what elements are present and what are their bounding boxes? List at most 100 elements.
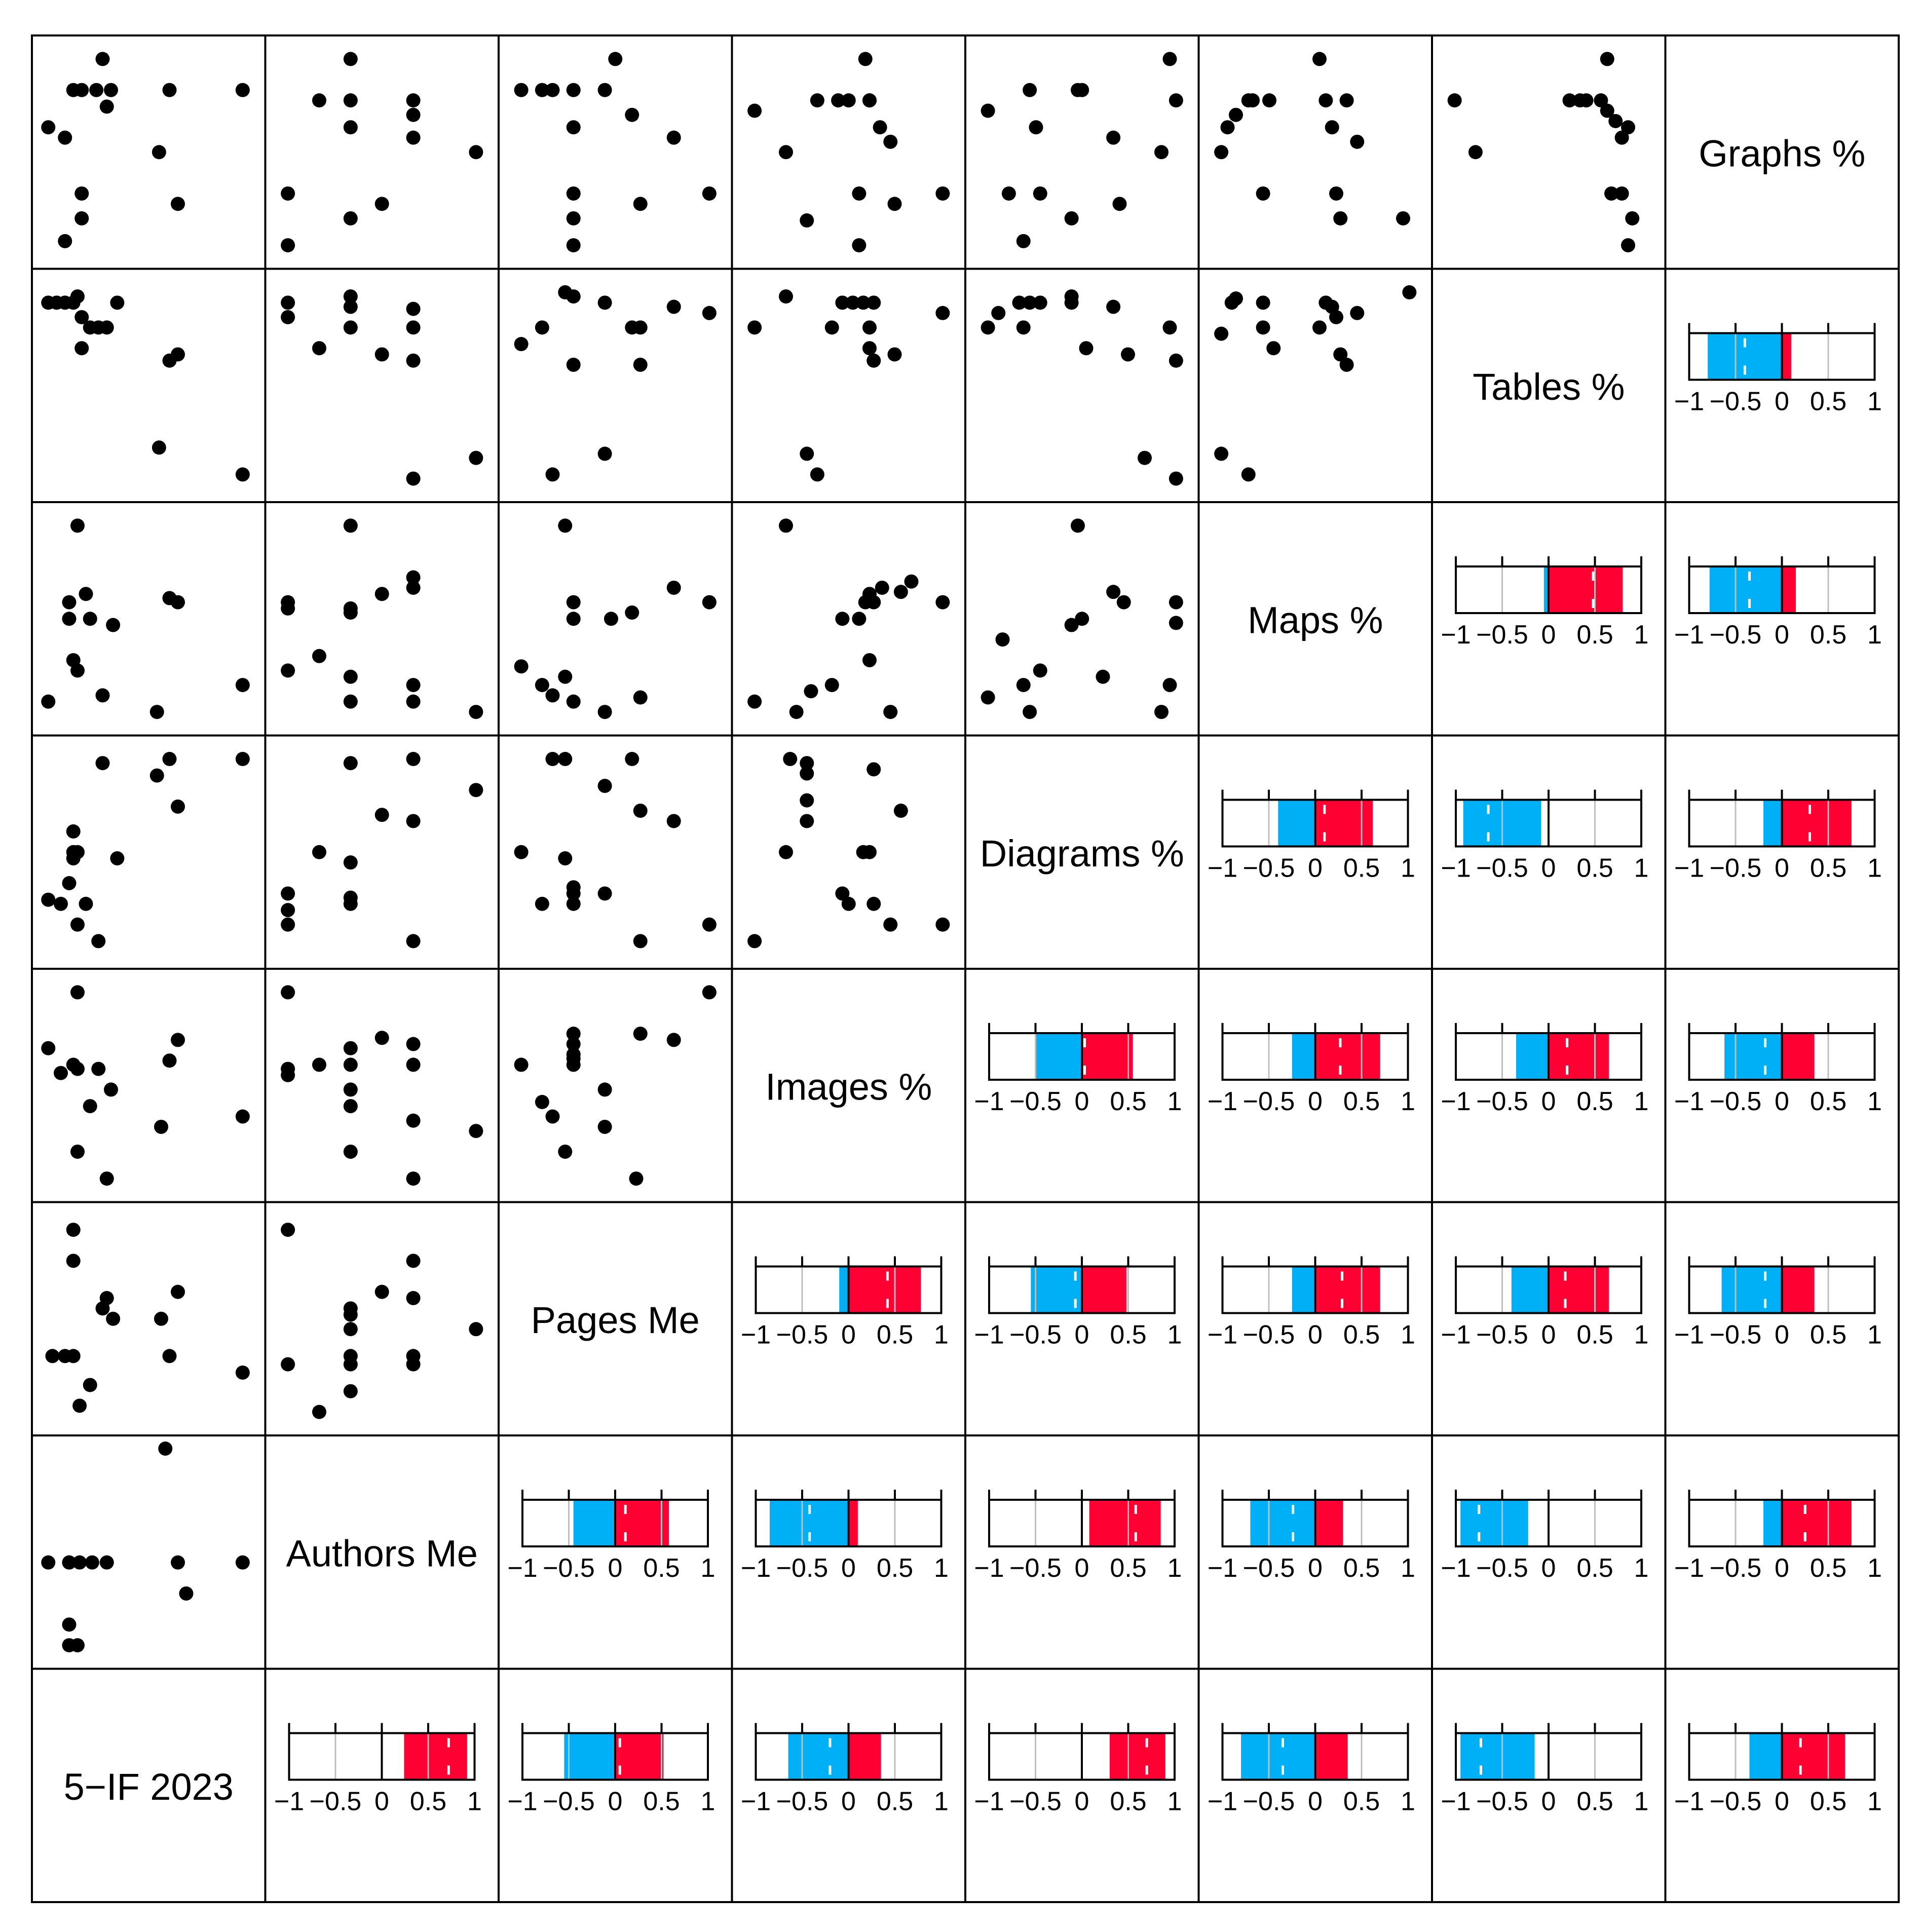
ci-positive-region (1782, 1733, 1845, 1780)
scatter-point (1241, 467, 1256, 482)
scatter-point (1600, 52, 1614, 66)
scatter-point (343, 756, 358, 771)
axis-tick-label: 1 (1634, 854, 1649, 883)
correlation-bar-images-vs-maps: −1 −0.5 0 0.5 1 (1208, 1023, 1415, 1116)
scatter-point (558, 518, 573, 533)
axis-tick-label: −1 (1674, 854, 1704, 883)
scatter-point (1256, 295, 1270, 310)
axis-tick-label: 0.5 (1810, 387, 1847, 416)
axis-tick-label: 0 (841, 1320, 856, 1350)
scatter-point (558, 1144, 573, 1159)
scatter-point (1169, 595, 1183, 610)
scatter-point (883, 917, 898, 932)
axis-tick-label: 0 (1308, 1787, 1323, 1816)
variable-label-5-if-2023: 5−IF 2023 (64, 1766, 234, 1808)
scatter-point (535, 1094, 549, 1109)
scatter-point (406, 320, 421, 335)
ci-negative-region (1724, 1033, 1782, 1080)
scatter-point (179, 1586, 194, 1601)
correlation-bar-diagrams-vs-maps: −1 −0.5 0 0.5 1 (1208, 789, 1415, 883)
axis-tick-label: 1 (934, 1787, 949, 1816)
axis-tick-label: −0.5 (1009, 1787, 1062, 1816)
scatter-point (343, 1349, 358, 1363)
scatter-point (747, 934, 762, 949)
scatter-point (867, 295, 881, 310)
cell-r6-c4: −1 −0.5 0 0.5 1 (964, 1434, 1200, 1670)
scatter-point (1333, 347, 1348, 362)
scatter-point (747, 103, 762, 118)
scatter-point (406, 1349, 421, 1363)
scatter-point (597, 1082, 612, 1097)
scatter-point (343, 289, 358, 304)
cell-border (1664, 1668, 1900, 1903)
axis-tick-label: 1 (1401, 1320, 1415, 1350)
scatter-panel-images-vs-tables (747, 289, 950, 482)
scatter-point (566, 289, 581, 304)
axis-tick-label: 0.5 (1343, 1087, 1380, 1116)
scatter-point (514, 845, 529, 859)
scatter-point (893, 585, 908, 599)
scatter-point (406, 1171, 421, 1186)
axis-tick-label: 0 (1075, 1787, 1089, 1816)
scatter-point (800, 446, 814, 461)
scatter-point (312, 341, 326, 356)
scatter-point (1064, 211, 1079, 225)
scatter-point (406, 1037, 421, 1051)
axis-tick-label: 0 (1775, 854, 1789, 883)
scatter-point (545, 1109, 560, 1124)
scatter-point (862, 93, 877, 108)
scatter-panel-5-if-2023-vs-pages-me (45, 1223, 250, 1413)
ci-positive-region (1549, 566, 1623, 613)
scatter-point (45, 1349, 60, 1363)
scatter-point (883, 705, 898, 719)
scatter-point (597, 83, 612, 97)
scatter-point (70, 289, 85, 304)
scatter-point (633, 320, 648, 335)
scatter-point (1169, 93, 1183, 108)
axis-tick-label: −0.5 (1476, 1787, 1528, 1816)
axis-tick-label: −0.5 (1476, 620, 1528, 650)
scatter-point (406, 93, 421, 108)
scatter-point (810, 467, 824, 482)
scatter-point (66, 1223, 81, 1237)
scatter-point (1033, 663, 1047, 678)
scatter-point (99, 1555, 114, 1570)
correlation-bar-5-if-2023-vs-tables: −1 −0.5 0 0.5 1 (1441, 1723, 1648, 1816)
scatter-point (74, 211, 89, 225)
scatter-point (558, 669, 573, 684)
scatter-point (343, 890, 358, 905)
correlation-bar-images-vs-diagrams: −1 −0.5 0 0.5 1 (974, 1023, 1182, 1116)
ci-positive-region (1782, 566, 1796, 613)
axis-tick-label: −1 (974, 1554, 1004, 1583)
scatter-point (1468, 145, 1483, 160)
scatter-point (79, 587, 93, 601)
scatter-point (281, 295, 295, 310)
axis-tick-label: 0.5 (1343, 1554, 1380, 1583)
scatter-point (281, 903, 295, 918)
scatter-point (1214, 145, 1229, 160)
scatter-point (149, 768, 164, 783)
cell-r7-c6: −1 −0.5 0 0.5 1 (1431, 1668, 1667, 1903)
scatter-point (41, 1555, 56, 1570)
scatter-point (858, 52, 873, 66)
axis-tick-label: 1 (934, 1320, 949, 1350)
scatter-point (1256, 186, 1270, 201)
cell-r5-c7: −1 −0.5 0 0.5 1 (1664, 1201, 1900, 1436)
axis-tick-label: 1 (1867, 1320, 1882, 1350)
scatter-point (1075, 612, 1089, 626)
scatter-point (535, 677, 549, 692)
scatter-point (666, 580, 681, 595)
ci-negative-region (573, 1500, 615, 1546)
axis-tick-label: −0.5 (1710, 1320, 1762, 1350)
scatter-point (545, 83, 560, 97)
scatter-point (1214, 446, 1229, 461)
scatter-point (1608, 113, 1623, 128)
scatter-point (831, 93, 846, 108)
ci-positive-region (1549, 1033, 1609, 1080)
scatter-point (1169, 471, 1183, 486)
axis-tick-label: 0 (1075, 1087, 1089, 1116)
scatter-point (981, 690, 995, 705)
scatter-point (281, 601, 295, 616)
cell-r5-c5: −1 −0.5 0 0.5 1 (1197, 1201, 1433, 1436)
